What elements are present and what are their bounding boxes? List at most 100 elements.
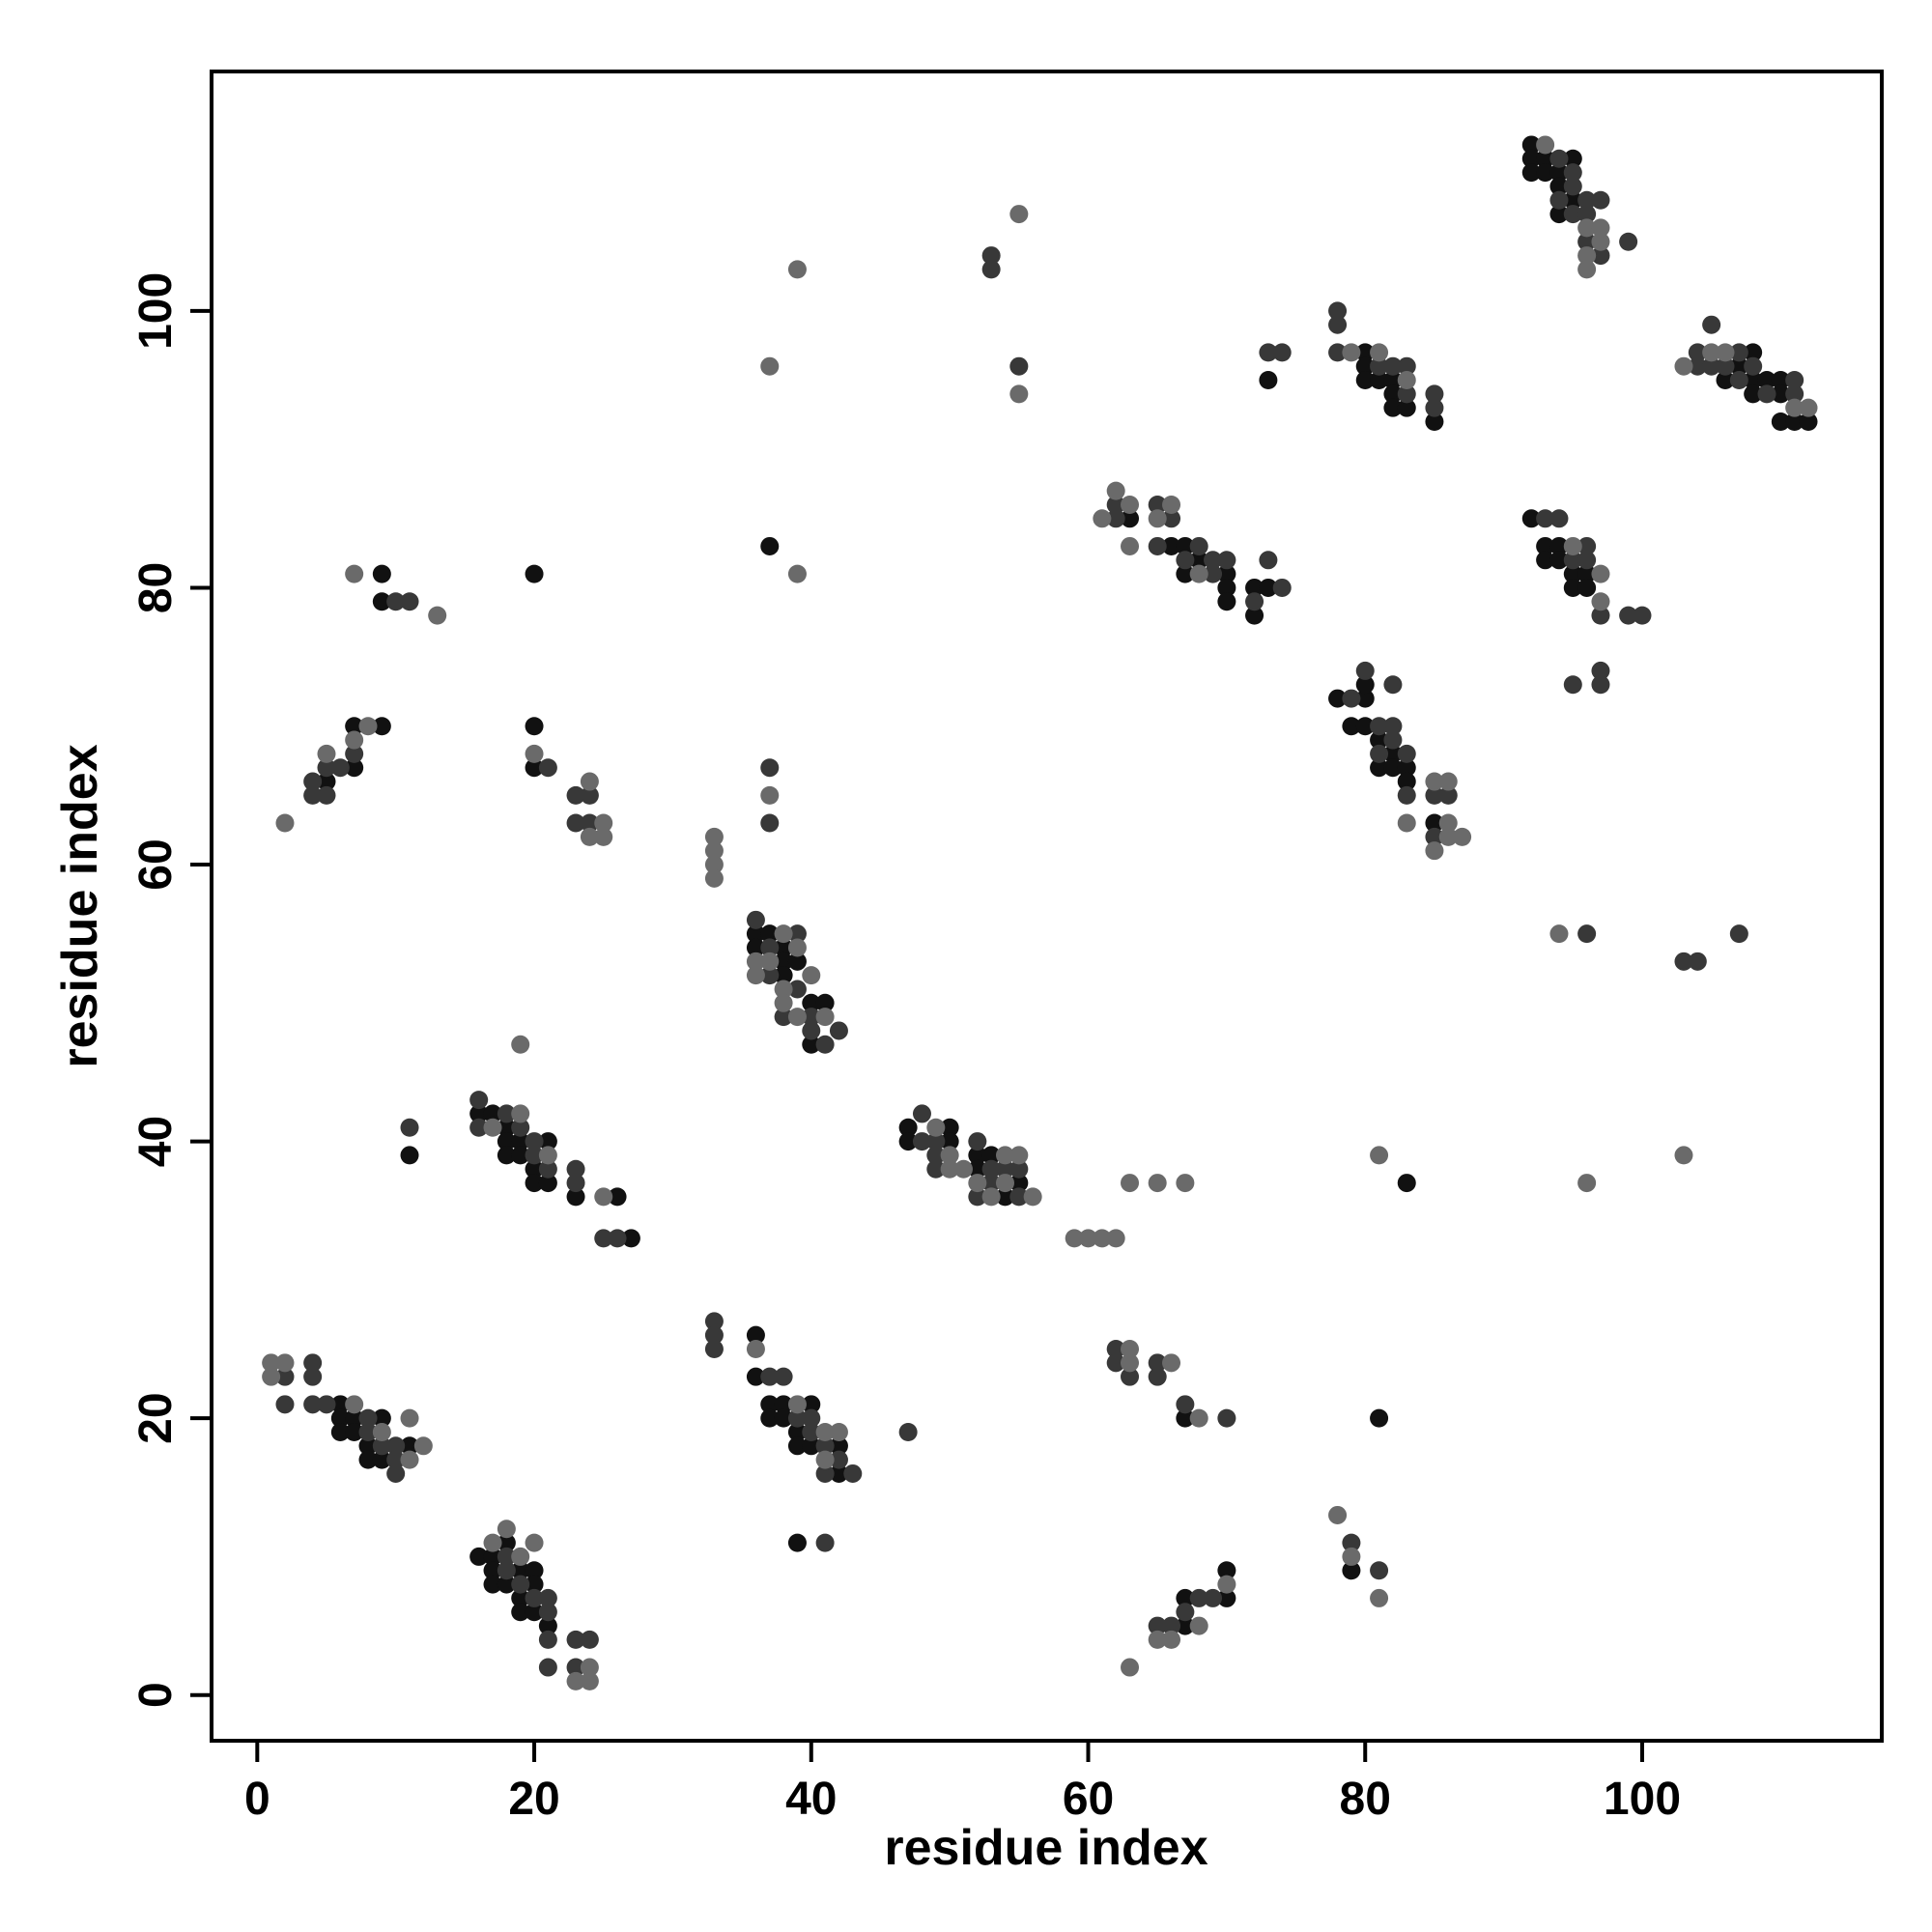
- point: [345, 1422, 364, 1441]
- point: [1204, 564, 1223, 583]
- point: [1397, 398, 1416, 417]
- point: [1702, 356, 1721, 376]
- point: [1563, 578, 1582, 597]
- point: [1397, 371, 1416, 390]
- point: [1162, 509, 1181, 528]
- point: [483, 1575, 502, 1594]
- x-tick-label: 100: [1604, 1774, 1681, 1825]
- point: [358, 1450, 378, 1469]
- point: [566, 1187, 585, 1207]
- point: [262, 1353, 281, 1373]
- point: [345, 564, 364, 583]
- point: [525, 1174, 544, 1193]
- point: [1438, 772, 1458, 791]
- point: [787, 952, 807, 971]
- plot-frame: [210, 70, 1884, 1743]
- point: [940, 1118, 959, 1137]
- point: [981, 246, 1001, 266]
- point: [1799, 412, 1818, 432]
- point: [1549, 177, 1569, 196]
- point: [774, 924, 793, 944]
- point: [774, 980, 793, 999]
- point: [968, 1146, 987, 1165]
- point: [358, 1436, 378, 1456]
- point: [760, 536, 780, 555]
- point: [1162, 495, 1181, 514]
- point: [1370, 1408, 1389, 1428]
- point: [525, 1132, 544, 1151]
- point: [538, 1630, 557, 1649]
- point: [566, 785, 585, 805]
- point: [1383, 356, 1403, 376]
- x-tick-label: 0: [244, 1774, 270, 1825]
- point: [746, 924, 765, 944]
- point: [774, 1367, 793, 1386]
- point: [525, 564, 544, 583]
- point: [1245, 592, 1264, 611]
- x-tick-label: 60: [1063, 1774, 1114, 1825]
- point: [760, 952, 780, 971]
- point: [1009, 1159, 1029, 1179]
- point: [1355, 343, 1375, 362]
- point: [1702, 343, 1721, 362]
- point: [386, 1436, 406, 1456]
- point: [829, 1021, 848, 1040]
- point: [981, 1159, 1001, 1179]
- point: [1425, 398, 1444, 417]
- point: [1176, 551, 1195, 570]
- point: [1176, 1616, 1195, 1635]
- point: [1397, 785, 1416, 805]
- point: [497, 1132, 516, 1151]
- point: [580, 772, 599, 791]
- point: [1370, 1146, 1389, 1165]
- point: [802, 966, 821, 985]
- point: [746, 966, 765, 985]
- point: [1009, 356, 1029, 376]
- point: [1189, 551, 1208, 570]
- point: [774, 1008, 793, 1027]
- point: [1619, 606, 1638, 625]
- point: [400, 1450, 419, 1469]
- point: [1577, 205, 1597, 224]
- point: [1328, 301, 1348, 321]
- point: [1217, 578, 1236, 597]
- point: [608, 1187, 627, 1207]
- point: [400, 1146, 419, 1165]
- point: [594, 813, 613, 833]
- point: [774, 993, 793, 1012]
- point: [1383, 730, 1403, 750]
- point: [1563, 551, 1582, 570]
- point: [774, 1408, 793, 1428]
- point: [538, 1588, 557, 1607]
- point: [386, 592, 406, 611]
- point: [1744, 371, 1763, 390]
- point: [1355, 371, 1375, 390]
- point: [594, 1229, 613, 1248]
- point: [760, 758, 780, 778]
- point: [1744, 356, 1763, 376]
- point: [1162, 1616, 1181, 1635]
- point: [1383, 717, 1403, 736]
- point: [1591, 592, 1610, 611]
- point: [594, 827, 613, 846]
- point: [760, 785, 780, 805]
- point: [1370, 1561, 1389, 1580]
- point: [1757, 384, 1776, 404]
- point: [303, 1395, 323, 1414]
- point: [1370, 758, 1389, 778]
- point: [469, 1547, 489, 1566]
- point: [525, 758, 544, 778]
- point: [953, 1159, 973, 1179]
- point: [1106, 1229, 1125, 1248]
- point: [1536, 163, 1555, 183]
- point: [580, 785, 599, 805]
- point: [566, 813, 585, 833]
- point: [1397, 1174, 1416, 1193]
- point: [1425, 384, 1444, 404]
- point: [1023, 1187, 1042, 1207]
- point: [1771, 412, 1790, 432]
- point: [511, 1104, 530, 1123]
- point: [511, 1561, 530, 1580]
- point: [511, 1547, 530, 1566]
- point: [511, 1035, 530, 1054]
